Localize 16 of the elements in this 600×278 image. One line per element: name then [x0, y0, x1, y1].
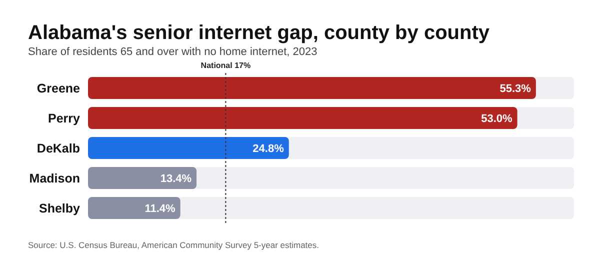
bar	[88, 167, 197, 189]
ref-line-label: National 17%	[200, 61, 251, 70]
data-label: 24.8%	[252, 142, 284, 155]
y-tick-label: Perry	[48, 111, 80, 126]
y-tick-label: Greene	[36, 81, 80, 96]
bar	[88, 197, 180, 219]
y-tick-label: DeKalb	[36, 141, 80, 156]
y-tick-label: Madison	[29, 171, 80, 186]
data-label: 53.0%	[481, 112, 513, 125]
data-label: 11.4%	[144, 202, 176, 215]
chart-title: Alabama's senior internet gap, county by county	[28, 22, 490, 45]
chart-subtitle: Share of residents 65 and over with no home internet, 2023	[28, 46, 318, 58]
source-note: Source: U.S. Census Bureau, American Community Survey 5-year estimates.	[28, 240, 320, 250]
data-label: 13.4%	[160, 172, 192, 185]
data-label: 55.3%	[500, 82, 532, 95]
y-tick-label: Shelby	[39, 201, 80, 216]
